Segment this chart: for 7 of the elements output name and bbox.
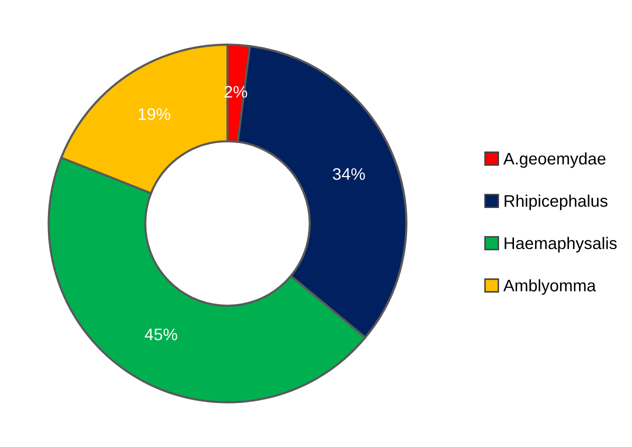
data-label: 34% [332, 168, 365, 180]
data-label: 19% [138, 108, 170, 120]
legend-label: Amblyomma [503, 279, 596, 295]
legend-label: A.geoemydae [503, 152, 606, 168]
legend-label: Rhipicephalus [504, 194, 608, 210]
data-label: 45% [144, 328, 178, 340]
legend-label: Haemaphysalis [504, 236, 617, 252]
